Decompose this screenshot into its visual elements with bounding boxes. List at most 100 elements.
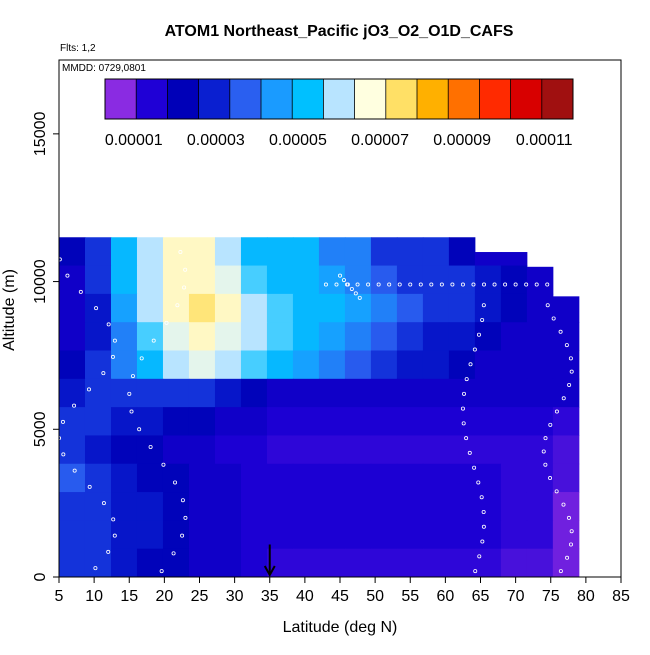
track-point [566, 515, 571, 520]
heatmap-cell [448, 237, 476, 267]
heatmap-cell [318, 293, 346, 323]
track-point [87, 484, 92, 489]
track-point [127, 391, 132, 396]
track-point [148, 445, 153, 450]
heatmap-cell [240, 548, 268, 578]
heatmap-cell [214, 265, 242, 295]
heatmap-cell [136, 463, 164, 493]
heatmap-cell [318, 350, 346, 380]
heatmap-cell [292, 265, 320, 295]
heatmap-cell [474, 548, 502, 578]
heatmap-cell [240, 378, 268, 408]
track-point [93, 566, 98, 571]
heatmap-cell [474, 435, 502, 465]
colorbar-frame [104, 78, 574, 120]
heatmap-cell [448, 350, 476, 380]
heatmap-cell [474, 492, 502, 521]
colorbar-segment [167, 79, 199, 119]
heatmap-cell [59, 435, 86, 465]
track-point [548, 476, 553, 481]
heatmap-cell [240, 293, 268, 323]
heatmap-cell [292, 322, 320, 352]
heatmap-cell [344, 265, 372, 295]
heatmap-cell [59, 350, 86, 380]
heatmap-cell [526, 350, 554, 380]
heatmap-cell [292, 350, 320, 380]
heatmap-cell [136, 265, 164, 295]
track-point [568, 356, 573, 361]
x-axis-label: Latitude (deg N) [283, 619, 398, 636]
heatmap-cell [162, 350, 190, 380]
heatmap-cell [344, 237, 372, 267]
heatmap-cell [318, 492, 346, 521]
heatmap-cell [240, 407, 268, 436]
heatmap-cell [214, 548, 242, 578]
heatmap-cell [292, 435, 320, 465]
heatmap-cell [214, 293, 242, 323]
track-point [481, 303, 486, 308]
heatmap-cell [370, 520, 398, 550]
heatmap-cell [318, 463, 346, 493]
flight-track-points [57, 250, 574, 574]
heatmap-cell [240, 520, 268, 550]
heatmap-cell [500, 435, 528, 465]
track-point [545, 282, 550, 287]
track-point [408, 282, 413, 287]
heatmap-cell [292, 548, 320, 578]
track-point [323, 282, 328, 287]
heatmap-cell [422, 322, 450, 352]
heatmap-cell [136, 378, 164, 408]
heatmap-cell [110, 293, 138, 323]
heatmap-cell [188, 435, 216, 465]
track-point [569, 369, 574, 374]
track-point [357, 295, 362, 300]
track-point [541, 449, 546, 454]
track-point [376, 282, 381, 287]
heatmap-cell [526, 492, 554, 521]
heatmap-cell [188, 407, 216, 436]
heatmap-cell [422, 492, 450, 521]
heatmap-cell [59, 520, 86, 550]
heatmap-cell [370, 378, 398, 408]
track-point [450, 282, 455, 287]
heatmap-cell [448, 407, 476, 436]
track-point [112, 533, 117, 538]
heatmap-cell [552, 548, 580, 578]
track-point [418, 282, 423, 287]
heatmap-cell [136, 492, 164, 521]
heatmap-cell [526, 322, 554, 352]
track-point [139, 356, 144, 361]
heatmap-cell [110, 322, 138, 352]
colorbar-tick-label: 0.00003 [187, 132, 245, 149]
heatmap-cell [370, 322, 398, 352]
track-point [164, 320, 169, 325]
track-point [337, 273, 342, 278]
colorbar-tick-label: 0.00009 [433, 132, 491, 149]
latitude-marker-arrow [263, 544, 276, 578]
heatmap-cell [266, 350, 294, 380]
heatmap-cell [422, 350, 450, 380]
heatmap-cell [162, 435, 190, 465]
heatmap-cell [84, 463, 112, 493]
heatmap-cell [552, 520, 580, 550]
heatmap-cell [422, 265, 450, 295]
track-point [171, 551, 176, 556]
heatmap-cell [266, 407, 294, 436]
heatmap-cell [500, 492, 528, 521]
heatmap-cell [526, 463, 554, 493]
track-point [461, 421, 466, 426]
heatmap-cell [162, 407, 190, 436]
heatmap-cell [370, 237, 398, 267]
colorbar-segment [541, 79, 574, 119]
heatmap-cell [526, 266, 554, 295]
heatmap-cell [136, 350, 164, 380]
colorbar-segment [385, 79, 418, 119]
x-tick-label: 50 [366, 588, 384, 605]
heatmap-cell [318, 548, 346, 578]
heatmap-cell [136, 237, 164, 267]
track-point [112, 338, 117, 343]
track-point [366, 282, 371, 287]
track-point [60, 419, 65, 424]
heatmap-cell [240, 322, 268, 352]
